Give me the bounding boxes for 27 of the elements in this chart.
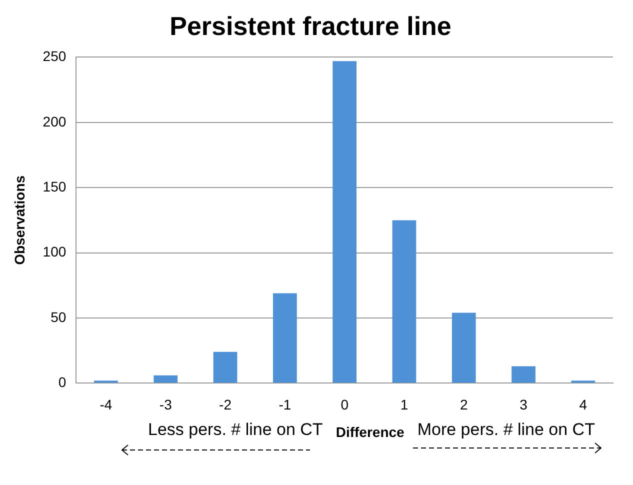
y-tick-label: 250: [42, 48, 66, 64]
y-tick-label: 100: [42, 244, 66, 260]
bar: [213, 352, 238, 383]
bar: [154, 375, 178, 383]
x-tick-label: -2: [219, 396, 232, 412]
bar: [273, 293, 297, 383]
x-tick-label: 4: [579, 396, 588, 412]
text: Less pers. # line on CT: [148, 420, 323, 440]
y-tick-label: 0: [58, 374, 66, 390]
x-tick-label: -1: [278, 396, 292, 412]
x-tick-label: -3: [159, 396, 172, 412]
x-tick-label: 1: [400, 396, 408, 412]
y-tick-label: 200: [42, 113, 66, 130]
bar: [512, 366, 536, 383]
bar: [332, 61, 357, 383]
y-tick-label: 50: [50, 308, 66, 325]
bar: [452, 312, 476, 383]
chart-title: Persistent fracture line: [170, 10, 452, 41]
x-tick-label: -4: [100, 396, 112, 412]
y-tick-label: 150: [42, 178, 66, 194]
x-tick-label: 2: [460, 396, 468, 412]
text: More pers. # line on CT: [417, 420, 595, 440]
x-tick-label: 0: [340, 396, 349, 412]
x-axis-title: Difference: [336, 424, 404, 440]
bar: [392, 220, 416, 383]
y-axis-title: Observations: [11, 175, 28, 265]
x-tick-label: 3: [520, 396, 528, 412]
